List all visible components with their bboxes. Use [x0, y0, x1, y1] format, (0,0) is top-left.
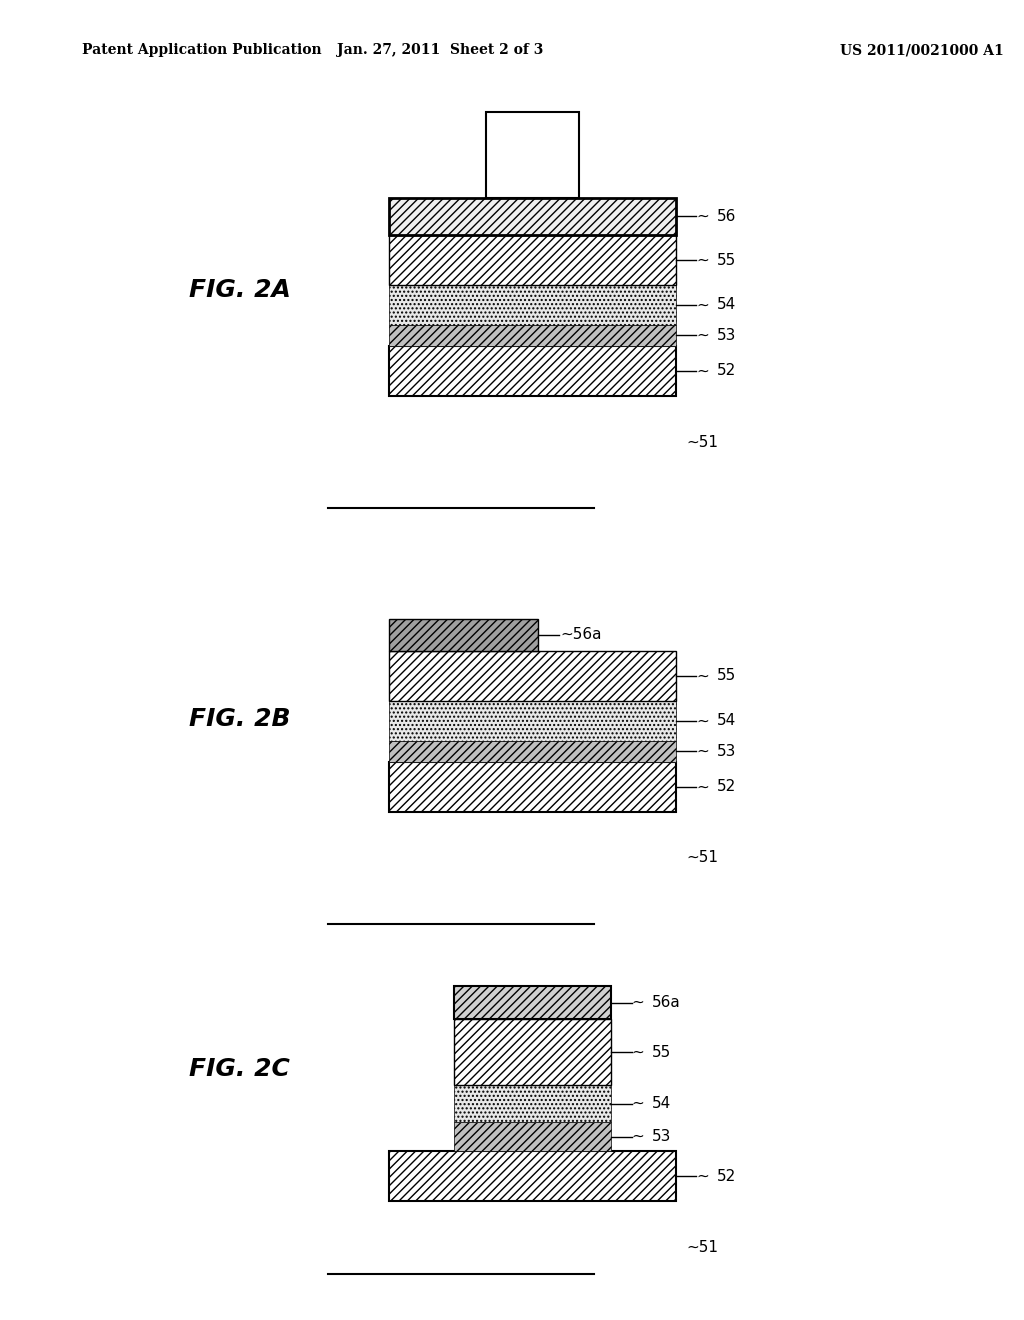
- Text: 53: 53: [717, 327, 736, 343]
- Bar: [389, 762, 676, 812]
- Bar: [454, 1085, 611, 1122]
- Text: 54: 54: [717, 713, 736, 729]
- Text: 56: 56: [717, 209, 736, 224]
- Text: ∼: ∼: [696, 363, 709, 379]
- Bar: [389, 619, 539, 651]
- Bar: [454, 986, 611, 1019]
- Bar: [389, 1151, 676, 1201]
- Text: 53: 53: [652, 1129, 672, 1144]
- Text: 53: 53: [717, 743, 736, 759]
- Bar: [454, 1122, 611, 1151]
- Text: 52: 52: [717, 779, 736, 795]
- Text: Jan. 27, 2011  Sheet 2 of 3: Jan. 27, 2011 Sheet 2 of 3: [337, 44, 544, 57]
- Text: ∼: ∼: [696, 297, 709, 313]
- Text: 55: 55: [717, 252, 736, 268]
- Bar: [454, 1019, 611, 1085]
- Bar: [389, 285, 676, 325]
- Text: 52: 52: [717, 1168, 736, 1184]
- Bar: [389, 346, 676, 396]
- Bar: [389, 198, 676, 235]
- Text: ∼: ∼: [696, 743, 709, 759]
- Text: 55: 55: [652, 1044, 672, 1060]
- Bar: [389, 651, 676, 701]
- Bar: [389, 701, 676, 741]
- Text: 55: 55: [717, 668, 736, 684]
- Text: ∼51: ∼51: [686, 850, 718, 866]
- Text: ∼: ∼: [696, 327, 709, 343]
- Bar: [389, 741, 676, 762]
- Text: ∼: ∼: [632, 1044, 644, 1060]
- Text: ∼: ∼: [696, 668, 709, 684]
- Text: ∼: ∼: [632, 1129, 644, 1144]
- Text: 56a: 56a: [652, 995, 681, 1010]
- Bar: [389, 235, 676, 285]
- Text: ∼: ∼: [696, 713, 709, 729]
- Text: ∼: ∼: [696, 1168, 709, 1184]
- Text: ∼: ∼: [632, 1096, 644, 1111]
- Bar: [389, 325, 676, 346]
- Text: 54: 54: [717, 297, 736, 313]
- Text: ∼: ∼: [632, 995, 644, 1010]
- Text: ∼56a: ∼56a: [561, 627, 602, 643]
- Text: FIG. 2A: FIG. 2A: [189, 279, 291, 302]
- Text: ∼51: ∼51: [686, 1239, 718, 1255]
- Text: ∼51: ∼51: [686, 434, 718, 450]
- Text: 52: 52: [717, 363, 736, 379]
- Text: FIG. 2B: FIG. 2B: [189, 708, 291, 731]
- Text: US 2011/0021000 A1: US 2011/0021000 A1: [840, 44, 1004, 57]
- Text: FIG. 2C: FIG. 2C: [189, 1057, 291, 1081]
- Text: Patent Application Publication: Patent Application Publication: [82, 44, 322, 57]
- Text: ∼: ∼: [696, 252, 709, 268]
- Text: ∼: ∼: [696, 779, 709, 795]
- Text: ∼: ∼: [696, 209, 709, 224]
- Bar: [486, 112, 579, 198]
- Text: 54: 54: [652, 1096, 672, 1111]
